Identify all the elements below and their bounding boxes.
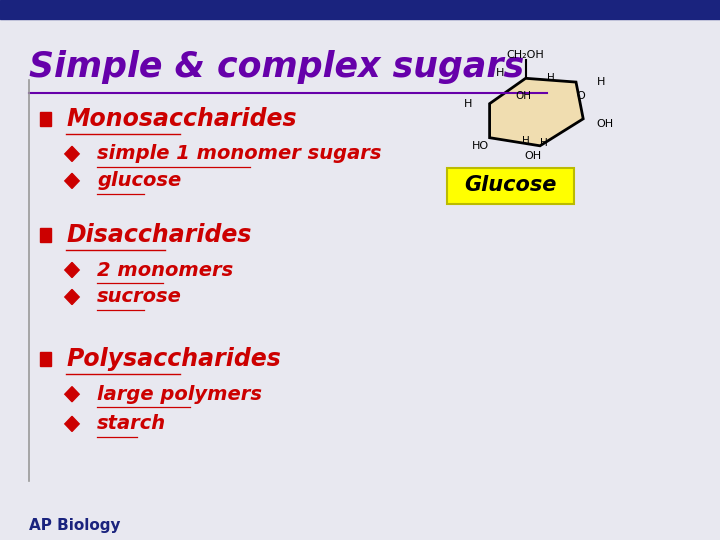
Polygon shape: [65, 146, 79, 161]
Text: H: H: [496, 68, 505, 78]
Text: H: H: [464, 99, 472, 109]
Polygon shape: [490, 78, 583, 146]
Polygon shape: [65, 416, 79, 431]
Polygon shape: [65, 262, 79, 278]
Text: Polysaccharides: Polysaccharides: [66, 347, 281, 371]
Text: OH: OH: [524, 151, 541, 160]
FancyBboxPatch shape: [447, 168, 574, 204]
Text: sucrose: sucrose: [97, 287, 182, 307]
Text: simple 1 monomer sugars: simple 1 monomer sugars: [97, 144, 382, 164]
Text: large polymers: large polymers: [97, 384, 262, 404]
Text: AP Biology: AP Biology: [29, 518, 120, 533]
Text: starch: starch: [97, 414, 166, 434]
Text: H: H: [547, 73, 554, 83]
Text: OH: OH: [596, 119, 613, 129]
Polygon shape: [65, 289, 79, 305]
Text: H: H: [597, 77, 606, 87]
Bar: [0, 0, 720, 19]
Text: CH₂OH: CH₂OH: [507, 50, 544, 60]
Bar: [40, 352, 51, 366]
Text: OH: OH: [516, 91, 531, 101]
Text: 2 monomers: 2 monomers: [97, 260, 233, 280]
Text: H: H: [522, 137, 529, 146]
Text: Monosaccharides: Monosaccharides: [66, 107, 297, 131]
Text: Glucose: Glucose: [464, 175, 557, 195]
Text: Simple & complex sugars: Simple & complex sugars: [29, 51, 524, 84]
Polygon shape: [65, 173, 79, 188]
Bar: [40, 112, 51, 126]
Text: HO: HO: [472, 141, 489, 151]
Text: O: O: [577, 91, 585, 101]
Text: Disaccharides: Disaccharides: [66, 223, 252, 247]
Bar: [40, 228, 51, 242]
Text: glucose: glucose: [97, 171, 181, 191]
Text: H: H: [540, 138, 547, 148]
Polygon shape: [65, 387, 79, 402]
